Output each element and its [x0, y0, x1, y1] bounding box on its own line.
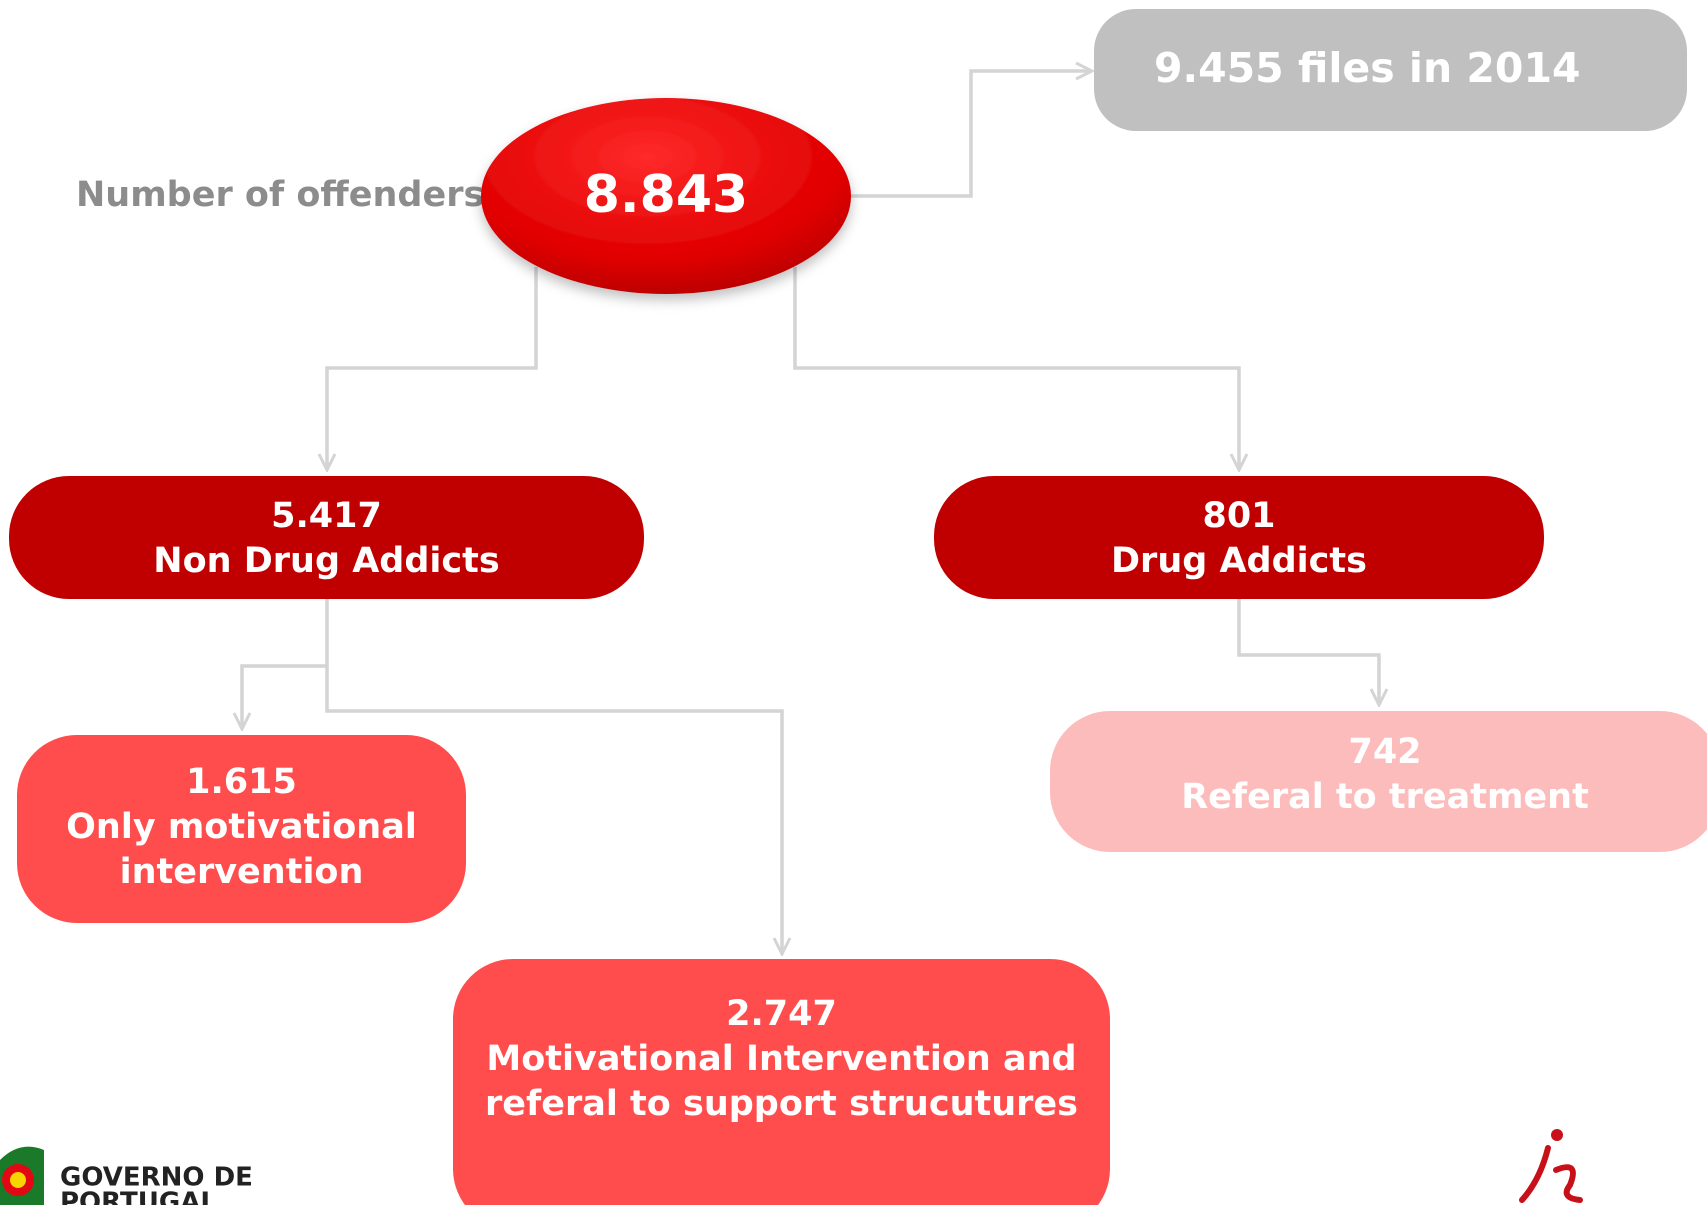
logo-right — [1519, 1129, 1583, 1203]
logo-left: GOVERNO DE PORTUGAL — [0, 1146, 253, 1205]
node-value: 742 — [1348, 732, 1421, 772]
logo-line1: GOVERNO DE — [60, 1163, 253, 1193]
files-label: 9.455 files in 2014 — [1154, 44, 1581, 92]
node-value: 801 — [1202, 496, 1275, 536]
root-value: 8.843 — [584, 165, 748, 225]
node-value: 5.417 — [271, 496, 382, 536]
connector — [242, 599, 329, 729]
connector — [327, 267, 538, 470]
node-box — [17, 735, 466, 923]
connector — [793, 267, 1239, 470]
node-line: Referal to treatment — [1181, 777, 1589, 817]
node-line: intervention — [120, 852, 364, 892]
node-line: Motivational Intervention and — [486, 1039, 1076, 1079]
root-ellipse — [481, 98, 851, 294]
node-box — [1050, 711, 1707, 852]
connector — [849, 71, 1092, 198]
node-value: 1.615 — [186, 762, 297, 802]
connector — [1237, 599, 1379, 705]
nodes: 5.417 Non Drug Addicts 801 Drug Addicts 1.61… — [9, 476, 1707, 1205]
files-box — [1094, 9, 1687, 131]
node-line: Non Drug Addicts — [153, 541, 499, 581]
node-line: Only motivational — [66, 807, 417, 847]
logo-line2: PORTUGAL — [60, 1188, 217, 1205]
node-line: referal to support strucutures — [485, 1084, 1078, 1124]
node-box — [453, 959, 1110, 1205]
node-value: 2.747 — [726, 994, 837, 1034]
root-label: Number of offenders — [76, 175, 484, 215]
node-box — [934, 476, 1544, 599]
connector — [325, 666, 782, 954]
node-box — [9, 476, 644, 599]
node-line: Drug Addicts — [1111, 541, 1367, 581]
